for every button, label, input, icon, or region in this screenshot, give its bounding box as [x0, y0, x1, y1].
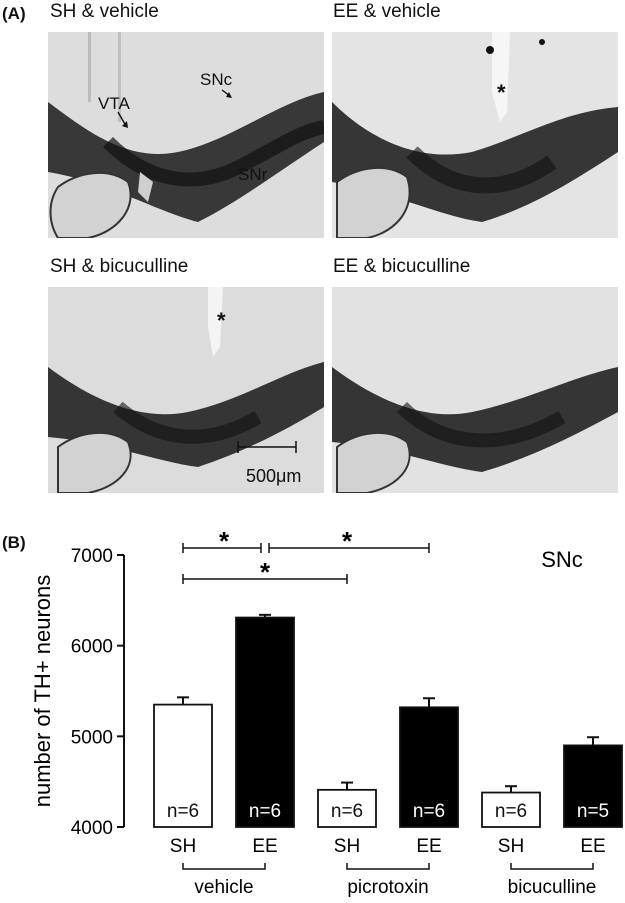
y-tick-label-0: 4000 — [71, 818, 113, 839]
image-title-ee-vehicle: EE & vehicle — [333, 1, 441, 22]
x-label-1: EE — [252, 836, 277, 857]
y-tick-label-2: 6000 — [71, 637, 113, 658]
n-label-4: n=6 — [495, 801, 527, 822]
n-label-1: n=6 — [249, 801, 281, 822]
bar-picrotoxin-ee — [399, 706, 459, 828]
lesion-asterisk-ee-vehicle: * — [497, 80, 506, 105]
y-axis-label: number of TH+ neurons — [30, 575, 55, 808]
bar-vehicle-ee — [235, 616, 295, 828]
vta-arrowhead — [122, 121, 128, 128]
image-title-sh-bicuculline: SH & bicuculline — [50, 256, 189, 277]
n-label-0: n=6 — [167, 801, 199, 822]
x-label-5: EE — [580, 836, 605, 857]
lesion-asterisk-sh-bicuculline: * — [217, 308, 226, 333]
scale-bar-label: 500μm — [246, 466, 302, 486]
x-label-4: SH — [498, 836, 524, 857]
micrograph-ee-bicuculline — [332, 287, 618, 493]
annotation-arrows — [117, 89, 232, 128]
group-bracket-picrotoxin — [346, 863, 430, 870]
sig-asterisk-0: * — [219, 526, 230, 556]
x-label-0: SH — [170, 836, 196, 857]
micrograph-sh-vehicle — [48, 32, 324, 238]
y-tick-label-1: 5000 — [71, 727, 113, 748]
micrograph-sh-bicuculline — [48, 287, 324, 493]
snc-label: SNc — [200, 70, 233, 89]
vta-label: VTA — [98, 94, 130, 113]
group-label-picrotoxin: picrotoxin — [347, 877, 428, 898]
th-neuron-bar-chart: 4000 5000 6000 7000 number of TH+ neurons n=6… — [30, 526, 623, 898]
group-label-vehicle: vehicle — [194, 877, 253, 898]
n-label-5: n=5 — [577, 801, 609, 822]
bar-bicuculline-ee — [563, 744, 623, 828]
x-label-2: SH — [334, 836, 360, 857]
group-bracket-bicuculline — [510, 863, 594, 870]
image-title-sh-vehicle: SH & vehicle — [50, 1, 159, 22]
panel-b-letter: (B) — [2, 533, 26, 552]
snr-label: SNr — [238, 165, 268, 184]
panel-a-letter: (A) — [2, 4, 26, 23]
y-tick-label-3: 7000 — [71, 546, 113, 567]
snc-arrowhead — [226, 92, 232, 98]
x-label-3: EE — [416, 836, 441, 857]
n-label-2: n=6 — [331, 801, 363, 822]
sig-asterisk-1: * — [342, 526, 353, 556]
group-label-bicuculline: bicuculline — [508, 877, 597, 898]
image-title-ee-bicuculline: EE & bicuculline — [333, 256, 471, 277]
sig-asterisk-2: * — [260, 557, 271, 587]
micrograph-ee-vehicle — [332, 32, 618, 238]
group-bracket-vehicle — [182, 863, 266, 870]
n-label-3: n=6 — [413, 801, 445, 822]
bar-vehicle-sh — [153, 703, 213, 828]
region-label: SNc — [541, 547, 583, 572]
